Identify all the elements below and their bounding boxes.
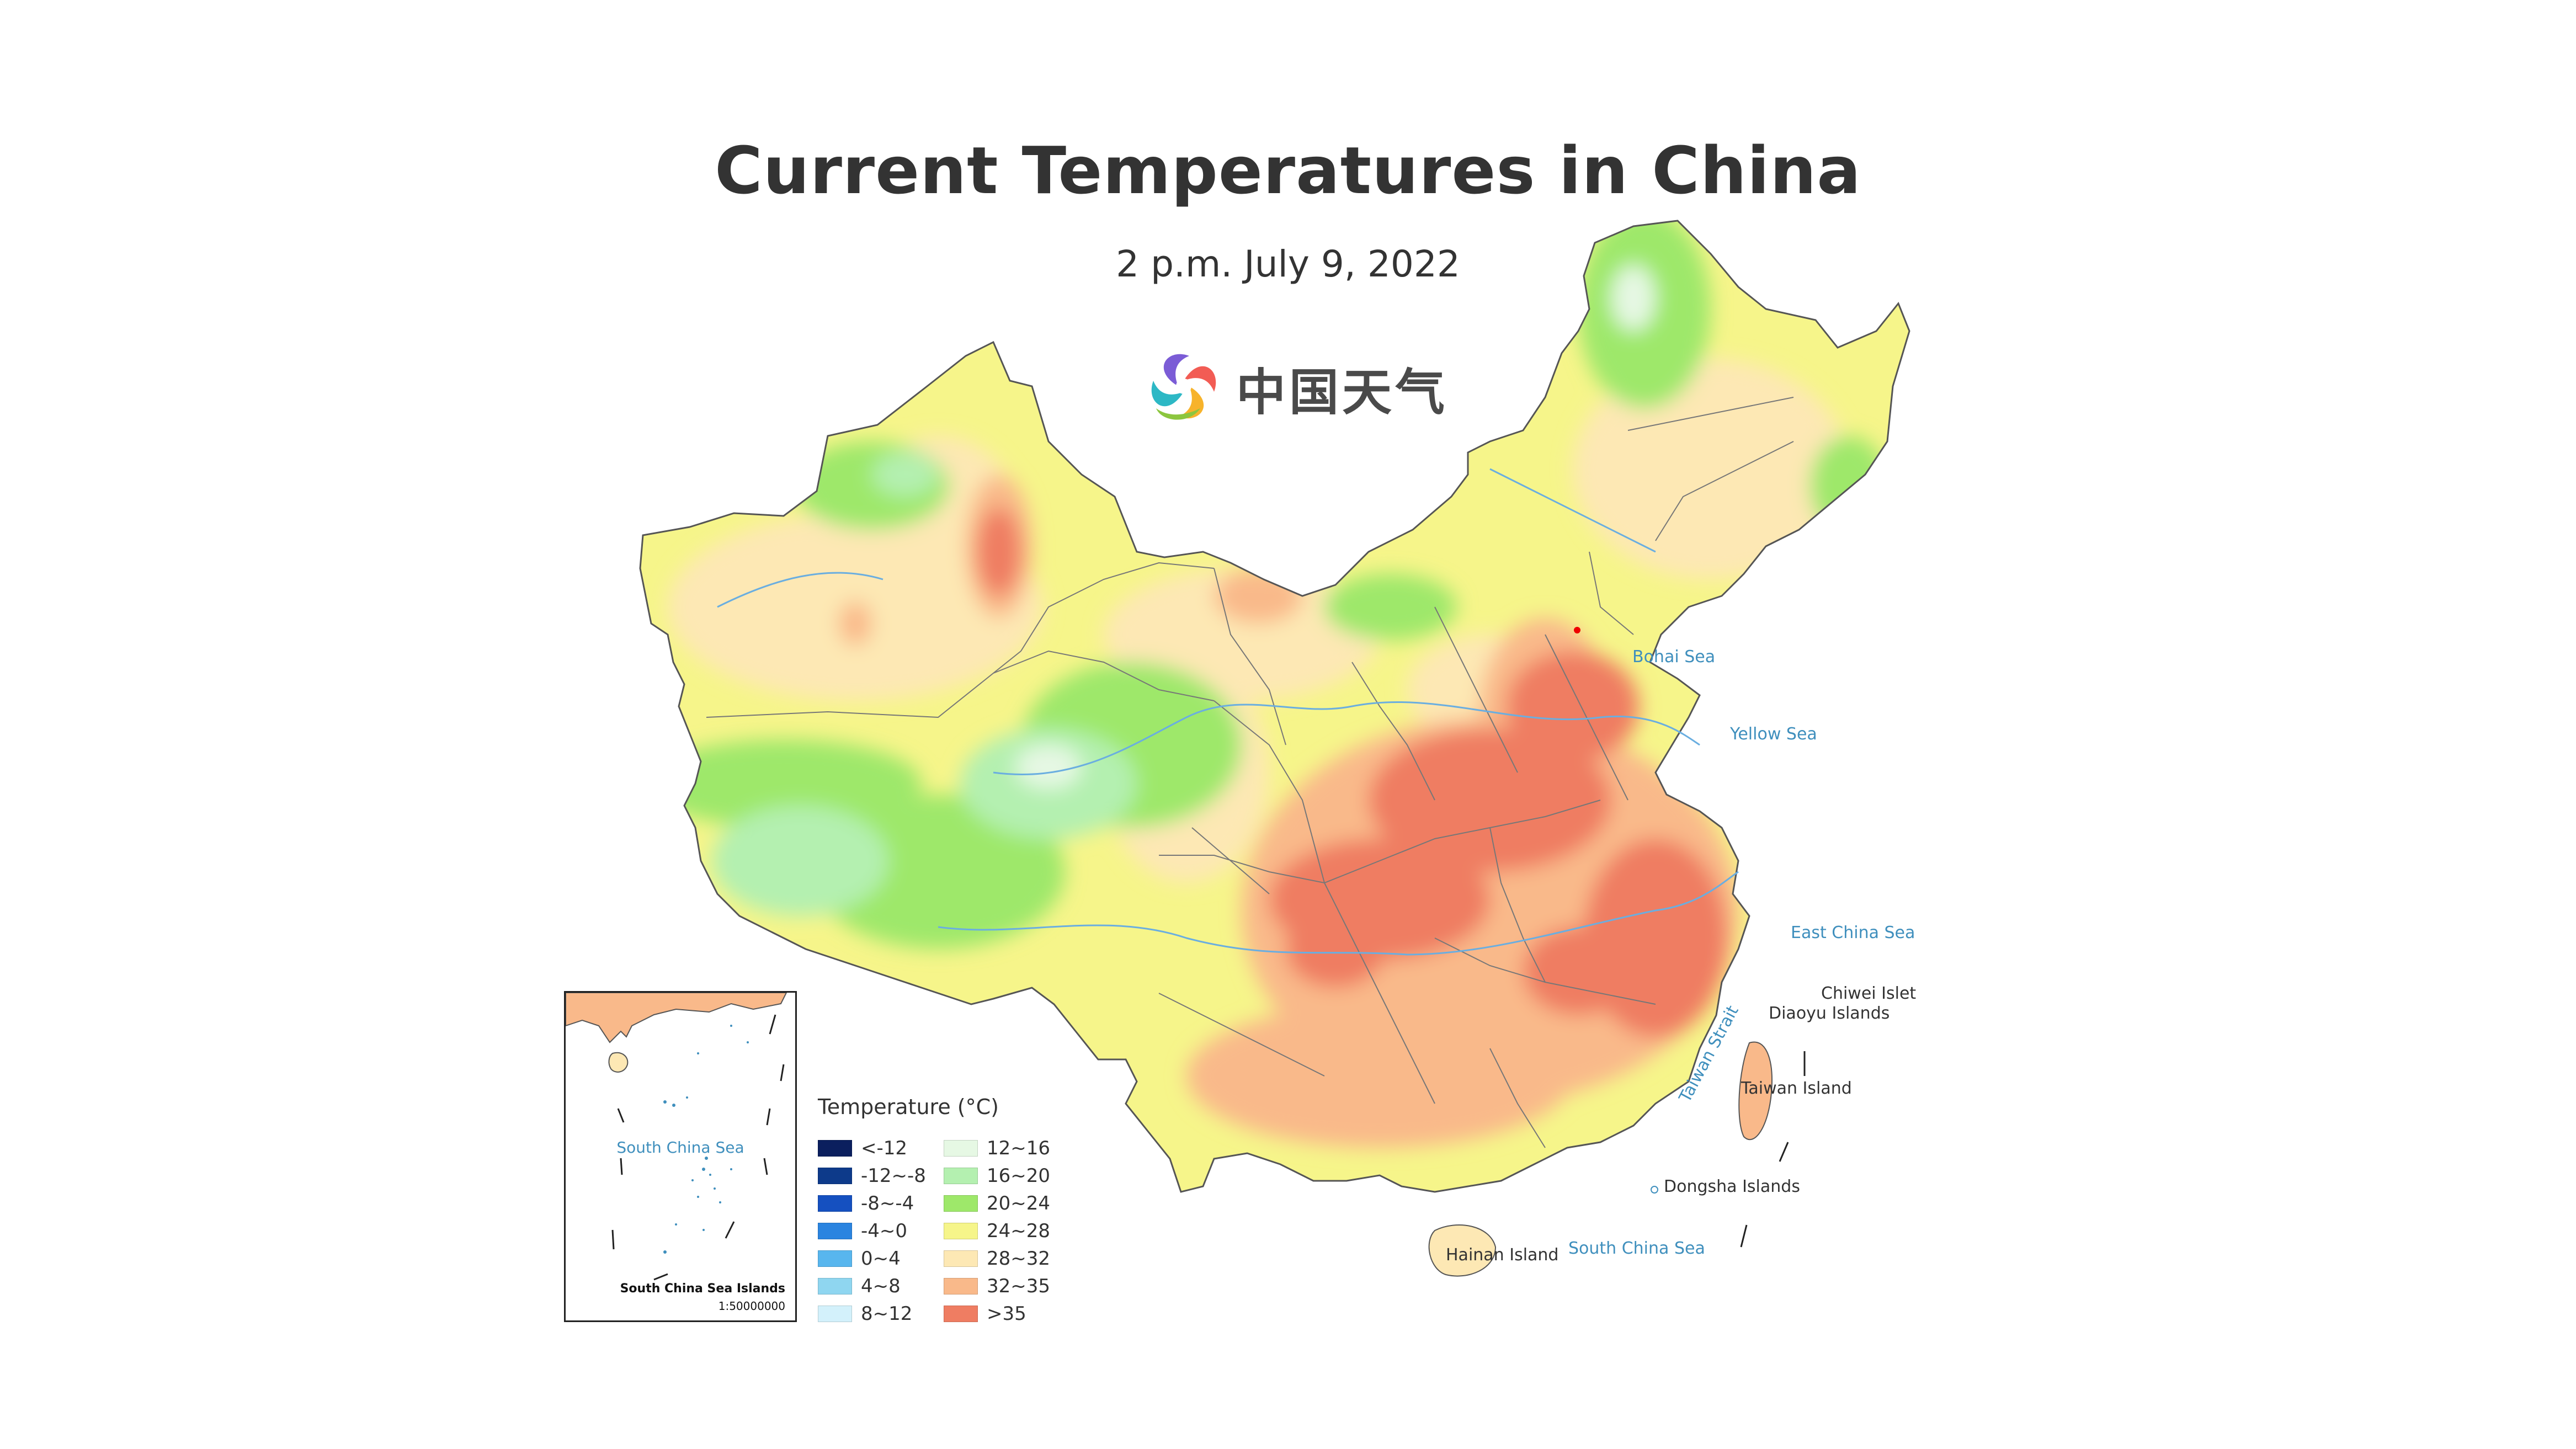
legend-swatch (944, 1278, 978, 1294)
map-subtitle: 2 p.m. July 9, 2022 (1116, 243, 1460, 285)
inset-scale: 1:50000000 (718, 1299, 785, 1313)
inset-map (566, 993, 787, 1281)
legend-swatch (944, 1250, 978, 1267)
legend-item: 4~8 (818, 1272, 926, 1300)
legend-label: >35 (987, 1303, 1026, 1325)
legend-label: 32~35 (987, 1275, 1051, 1297)
legend-item: 32~35 (944, 1272, 1050, 1300)
hainan-island-shape (1428, 1224, 1497, 1277)
diaoyu-islands-label: Diaoyu Islands (1769, 1004, 1890, 1023)
legend-title: Temperature (°C) (818, 1095, 999, 1119)
east-china-sea-label: East China Sea (1791, 923, 1915, 942)
legend-swatch (944, 1140, 978, 1157)
legend-column-left: <-12 -12~-8 -8~-4 -4~0 0~4 4~8 8~12 (818, 1134, 926, 1328)
legend-label: 24~28 (987, 1220, 1051, 1242)
legend-swatch (944, 1168, 978, 1184)
map-title: Current Temperatures in China (715, 132, 1861, 209)
legend-label: 28~32 (987, 1248, 1051, 1270)
legend-swatch (944, 1223, 978, 1239)
legend-swatch (818, 1278, 852, 1294)
bohai-sea-label: Bohai Sea (1632, 647, 1715, 667)
south-china-sea-inset: South China Sea South China Sea Islands … (564, 991, 797, 1322)
legend-item: 24~28 (944, 1217, 1050, 1245)
inset-sea-label: South China Sea (616, 1138, 744, 1157)
legend-item: -8~-4 (818, 1190, 926, 1217)
legend-item: -4~0 (818, 1217, 926, 1245)
province-borders (706, 397, 1794, 1148)
yellow-sea-label: Yellow Sea (1729, 725, 1817, 744)
legend-label: 16~20 (987, 1165, 1051, 1187)
legend-item: 28~32 (944, 1245, 1050, 1272)
legend-swatch (818, 1250, 852, 1267)
legend-item: 12~16 (944, 1134, 1050, 1162)
legend-item: -12~-8 (818, 1162, 926, 1190)
legend-label: 12~16 (987, 1137, 1051, 1159)
legend-label: 20~24 (987, 1192, 1051, 1214)
legend-swatch (818, 1306, 852, 1322)
legend-label: -12~-8 (861, 1165, 926, 1187)
legend-label: 0~4 (861, 1248, 901, 1270)
dongsha-marker (1651, 1186, 1658, 1194)
swirl-logo-icon (1151, 354, 1216, 420)
legend-item: 16~20 (944, 1162, 1050, 1190)
logo-text: 中国天气 (1236, 364, 1448, 422)
taiwan-island-shape (1738, 1041, 1773, 1141)
legend-swatch (818, 1195, 852, 1212)
legend-label: <-12 (861, 1137, 908, 1159)
legend-swatch (818, 1140, 852, 1157)
legend-swatch (944, 1195, 978, 1212)
legend-swatch (818, 1168, 852, 1184)
legend-item: 8~12 (818, 1300, 926, 1328)
taiwan-island-label: Taiwan Island (1741, 1079, 1852, 1098)
maritime-boundary-marks (1740, 1051, 1806, 1248)
inset-title: South China Sea Islands (620, 1282, 785, 1296)
legend-item: 20~24 (944, 1190, 1050, 1217)
china-weather-logo: 中国天气 (1140, 342, 1449, 430)
temperature-legend: Temperature (°C) <-12 -12~-8 -8~-4 -4~0 0~4 4… (818, 1095, 1105, 1327)
legend-swatch (818, 1223, 852, 1239)
beijing-marker (1574, 627, 1580, 633)
legend-swatch (944, 1306, 978, 1322)
south-china-sea-label: South China Sea (1568, 1239, 1705, 1258)
hainan-island-label: Hainan Island (1446, 1245, 1558, 1265)
legend-label: 8~12 (861, 1303, 913, 1325)
legend-label: -4~0 (861, 1220, 908, 1242)
legend-item: >35 (944, 1300, 1050, 1328)
chiwei-islet-label: Chiwei Islet (1821, 984, 1916, 1003)
legend-column-right: 12~16 16~20 20~24 24~28 28~32 32~35 >35 (944, 1134, 1050, 1328)
legend-item: 0~4 (818, 1245, 926, 1272)
legend-item: <-12 (818, 1134, 926, 1162)
dongsha-islands-label: Dongsha Islands (1664, 1177, 1800, 1196)
rivers (717, 468, 1739, 956)
legend-label: -8~-4 (861, 1192, 914, 1214)
legend-label: 4~8 (861, 1275, 901, 1297)
